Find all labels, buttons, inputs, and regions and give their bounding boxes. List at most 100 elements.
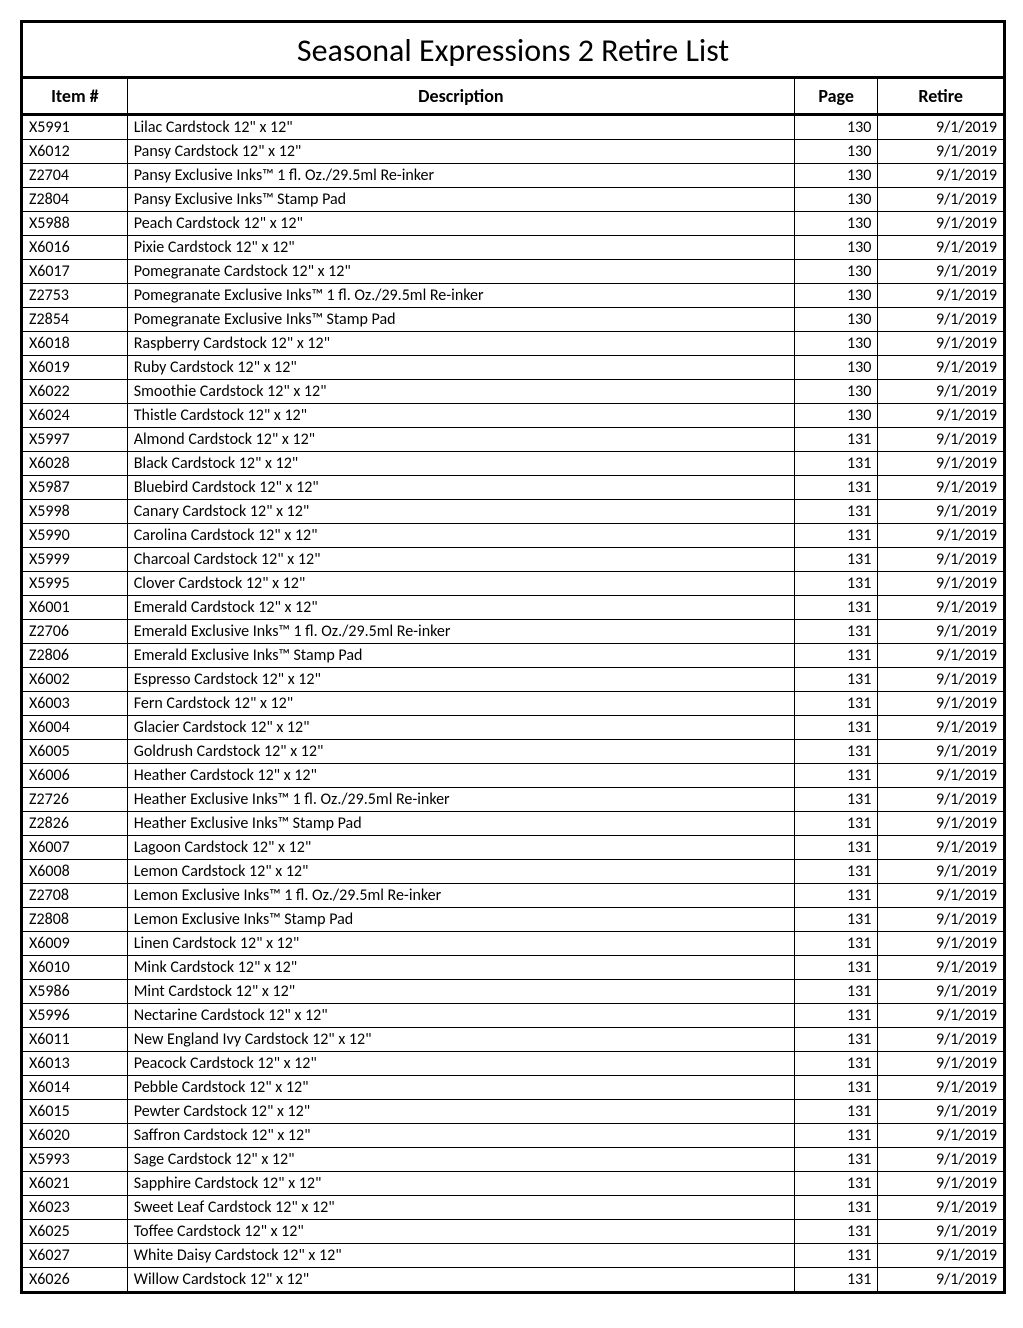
cell-retire: 9/1/2019: [878, 980, 1003, 1004]
cell-page: 130: [794, 115, 877, 140]
cell-item: X6008: [23, 860, 127, 884]
cell-page: 131: [794, 452, 877, 476]
cell-item: X5991: [23, 115, 127, 140]
cell-desc: Espresso Cardstock 12" x 12": [127, 668, 794, 692]
cell-item: X6011: [23, 1028, 127, 1052]
cell-item: X6001: [23, 596, 127, 620]
cell-retire: 9/1/2019: [878, 644, 1003, 668]
cell-page: 130: [794, 260, 877, 284]
cell-desc: Saffron Cardstock 12" x 12": [127, 1124, 794, 1148]
cell-item: X6006: [23, 764, 127, 788]
cell-item: X6023: [23, 1196, 127, 1220]
cell-desc: Clover Cardstock 12" x 12": [127, 572, 794, 596]
cell-retire: 9/1/2019: [878, 188, 1003, 212]
cell-retire: 9/1/2019: [878, 428, 1003, 452]
table-row: Z2804Pansy Exclusive Inks™ Stamp Pad1309…: [23, 188, 1003, 212]
cell-item: Z2708: [23, 884, 127, 908]
cell-desc: Pansy Exclusive Inks™ 1 fl. Oz./29.5ml R…: [127, 164, 794, 188]
cell-page: 130: [794, 380, 877, 404]
table-row: X6004Glacier Cardstock 12" x 12"1319/1/2…: [23, 716, 1003, 740]
cell-page: 131: [794, 668, 877, 692]
cell-retire: 9/1/2019: [878, 1244, 1003, 1268]
col-page: Page: [794, 79, 877, 115]
table-row: X5986Mint Cardstock 12" x 12"1319/1/2019: [23, 980, 1003, 1004]
col-desc: Description: [127, 79, 794, 115]
cell-item: Z2854: [23, 308, 127, 332]
table-row: Z2704Pansy Exclusive Inks™ 1 fl. Oz./29.…: [23, 164, 1003, 188]
cell-item: X6018: [23, 332, 127, 356]
cell-page: 130: [794, 212, 877, 236]
table-row: X5996Nectarine Cardstock 12" x 12"1319/1…: [23, 1004, 1003, 1028]
cell-page: 130: [794, 332, 877, 356]
cell-retire: 9/1/2019: [878, 452, 1003, 476]
table-row: X6024Thistle Cardstock 12" x 12"1309/1/2…: [23, 404, 1003, 428]
cell-item: X5997: [23, 428, 127, 452]
table-row: X5990Carolina Cardstock 12" x 12"1319/1/…: [23, 524, 1003, 548]
cell-retire: 9/1/2019: [878, 620, 1003, 644]
cell-retire: 9/1/2019: [878, 836, 1003, 860]
cell-item: Z2753: [23, 284, 127, 308]
cell-desc: Pomegranate Cardstock 12" x 12": [127, 260, 794, 284]
cell-retire: 9/1/2019: [878, 1196, 1003, 1220]
cell-desc: Glacier Cardstock 12" x 12": [127, 716, 794, 740]
table-row: X6020Saffron Cardstock 12" x 12"1319/1/2…: [23, 1124, 1003, 1148]
cell-item: Z2706: [23, 620, 127, 644]
cell-page: 131: [794, 1028, 877, 1052]
cell-retire: 9/1/2019: [878, 164, 1003, 188]
table-row: X5997Almond Cardstock 12" x 12"1319/1/20…: [23, 428, 1003, 452]
cell-retire: 9/1/2019: [878, 1172, 1003, 1196]
cell-page: 131: [794, 476, 877, 500]
cell-item: X5996: [23, 1004, 127, 1028]
cell-desc: Black Cardstock 12" x 12": [127, 452, 794, 476]
retire-table: Item # Description Page Retire X5991Lila…: [23, 79, 1003, 1291]
cell-retire: 9/1/2019: [878, 524, 1003, 548]
cell-retire: 9/1/2019: [878, 1148, 1003, 1172]
cell-page: 131: [794, 812, 877, 836]
cell-desc: Pansy Exclusive Inks™ Stamp Pad: [127, 188, 794, 212]
cell-desc: Pomegranate Exclusive Inks™ Stamp Pad: [127, 308, 794, 332]
table-row: X6005Goldrush Cardstock 12" x 12"1319/1/…: [23, 740, 1003, 764]
table-row: X6011New England Ivy Cardstock 12" x 12"…: [23, 1028, 1003, 1052]
table-header-row: Item # Description Page Retire: [23, 79, 1003, 115]
table-row: Z2806Emerald Exclusive Inks™ Stamp Pad13…: [23, 644, 1003, 668]
table-row: X6001Emerald Cardstock 12" x 12"1319/1/2…: [23, 596, 1003, 620]
table-row: X6009Linen Cardstock 12" x 12"1319/1/201…: [23, 932, 1003, 956]
cell-item: X6024: [23, 404, 127, 428]
cell-page: 131: [794, 980, 877, 1004]
cell-page: 131: [794, 1220, 877, 1244]
cell-desc: Linen Cardstock 12" x 12": [127, 932, 794, 956]
cell-retire: 9/1/2019: [878, 1004, 1003, 1028]
cell-desc: Lagoon Cardstock 12" x 12": [127, 836, 794, 860]
cell-desc: Almond Cardstock 12" x 12": [127, 428, 794, 452]
table-row: X6018Raspberry Cardstock 12" x 12"1309/1…: [23, 332, 1003, 356]
cell-retire: 9/1/2019: [878, 284, 1003, 308]
cell-desc: Thistle Cardstock 12" x 12": [127, 404, 794, 428]
cell-page: 130: [794, 140, 877, 164]
cell-item: X6003: [23, 692, 127, 716]
table-row: X6003Fern Cardstock 12" x 12"1319/1/2019: [23, 692, 1003, 716]
table-row: Z2708Lemon Exclusive Inks™ 1 fl. Oz./29.…: [23, 884, 1003, 908]
cell-retire: 9/1/2019: [878, 1028, 1003, 1052]
cell-desc: Fern Cardstock 12" x 12": [127, 692, 794, 716]
cell-page: 131: [794, 788, 877, 812]
cell-desc: Lemon Exclusive Inks™ 1 fl. Oz./29.5ml R…: [127, 884, 794, 908]
table-row: Z2854Pomegranate Exclusive Inks™ Stamp P…: [23, 308, 1003, 332]
cell-page: 131: [794, 1100, 877, 1124]
cell-page: 131: [794, 860, 877, 884]
table-row: X5993Sage Cardstock 12" x 12"1319/1/2019: [23, 1148, 1003, 1172]
cell-item: X5987: [23, 476, 127, 500]
cell-desc: Canary Cardstock 12" x 12": [127, 500, 794, 524]
cell-desc: Goldrush Cardstock 12" x 12": [127, 740, 794, 764]
cell-desc: New England Ivy Cardstock 12" x 12": [127, 1028, 794, 1052]
col-item: Item #: [23, 79, 127, 115]
cell-item: X5995: [23, 572, 127, 596]
table-row: X6007Lagoon Cardstock 12" x 12"1319/1/20…: [23, 836, 1003, 860]
cell-retire: 9/1/2019: [878, 356, 1003, 380]
cell-page: 130: [794, 284, 877, 308]
cell-item: Z2806: [23, 644, 127, 668]
cell-item: X5999: [23, 548, 127, 572]
cell-page: 130: [794, 236, 877, 260]
table-row: X6006Heather Cardstock 12" x 12"1319/1/2…: [23, 764, 1003, 788]
cell-page: 130: [794, 188, 877, 212]
cell-item: X5988: [23, 212, 127, 236]
